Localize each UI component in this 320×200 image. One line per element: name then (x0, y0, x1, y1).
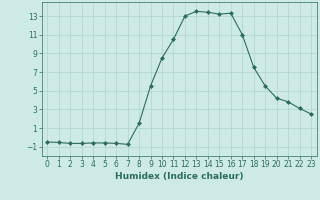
X-axis label: Humidex (Indice chaleur): Humidex (Indice chaleur) (115, 172, 244, 181)
